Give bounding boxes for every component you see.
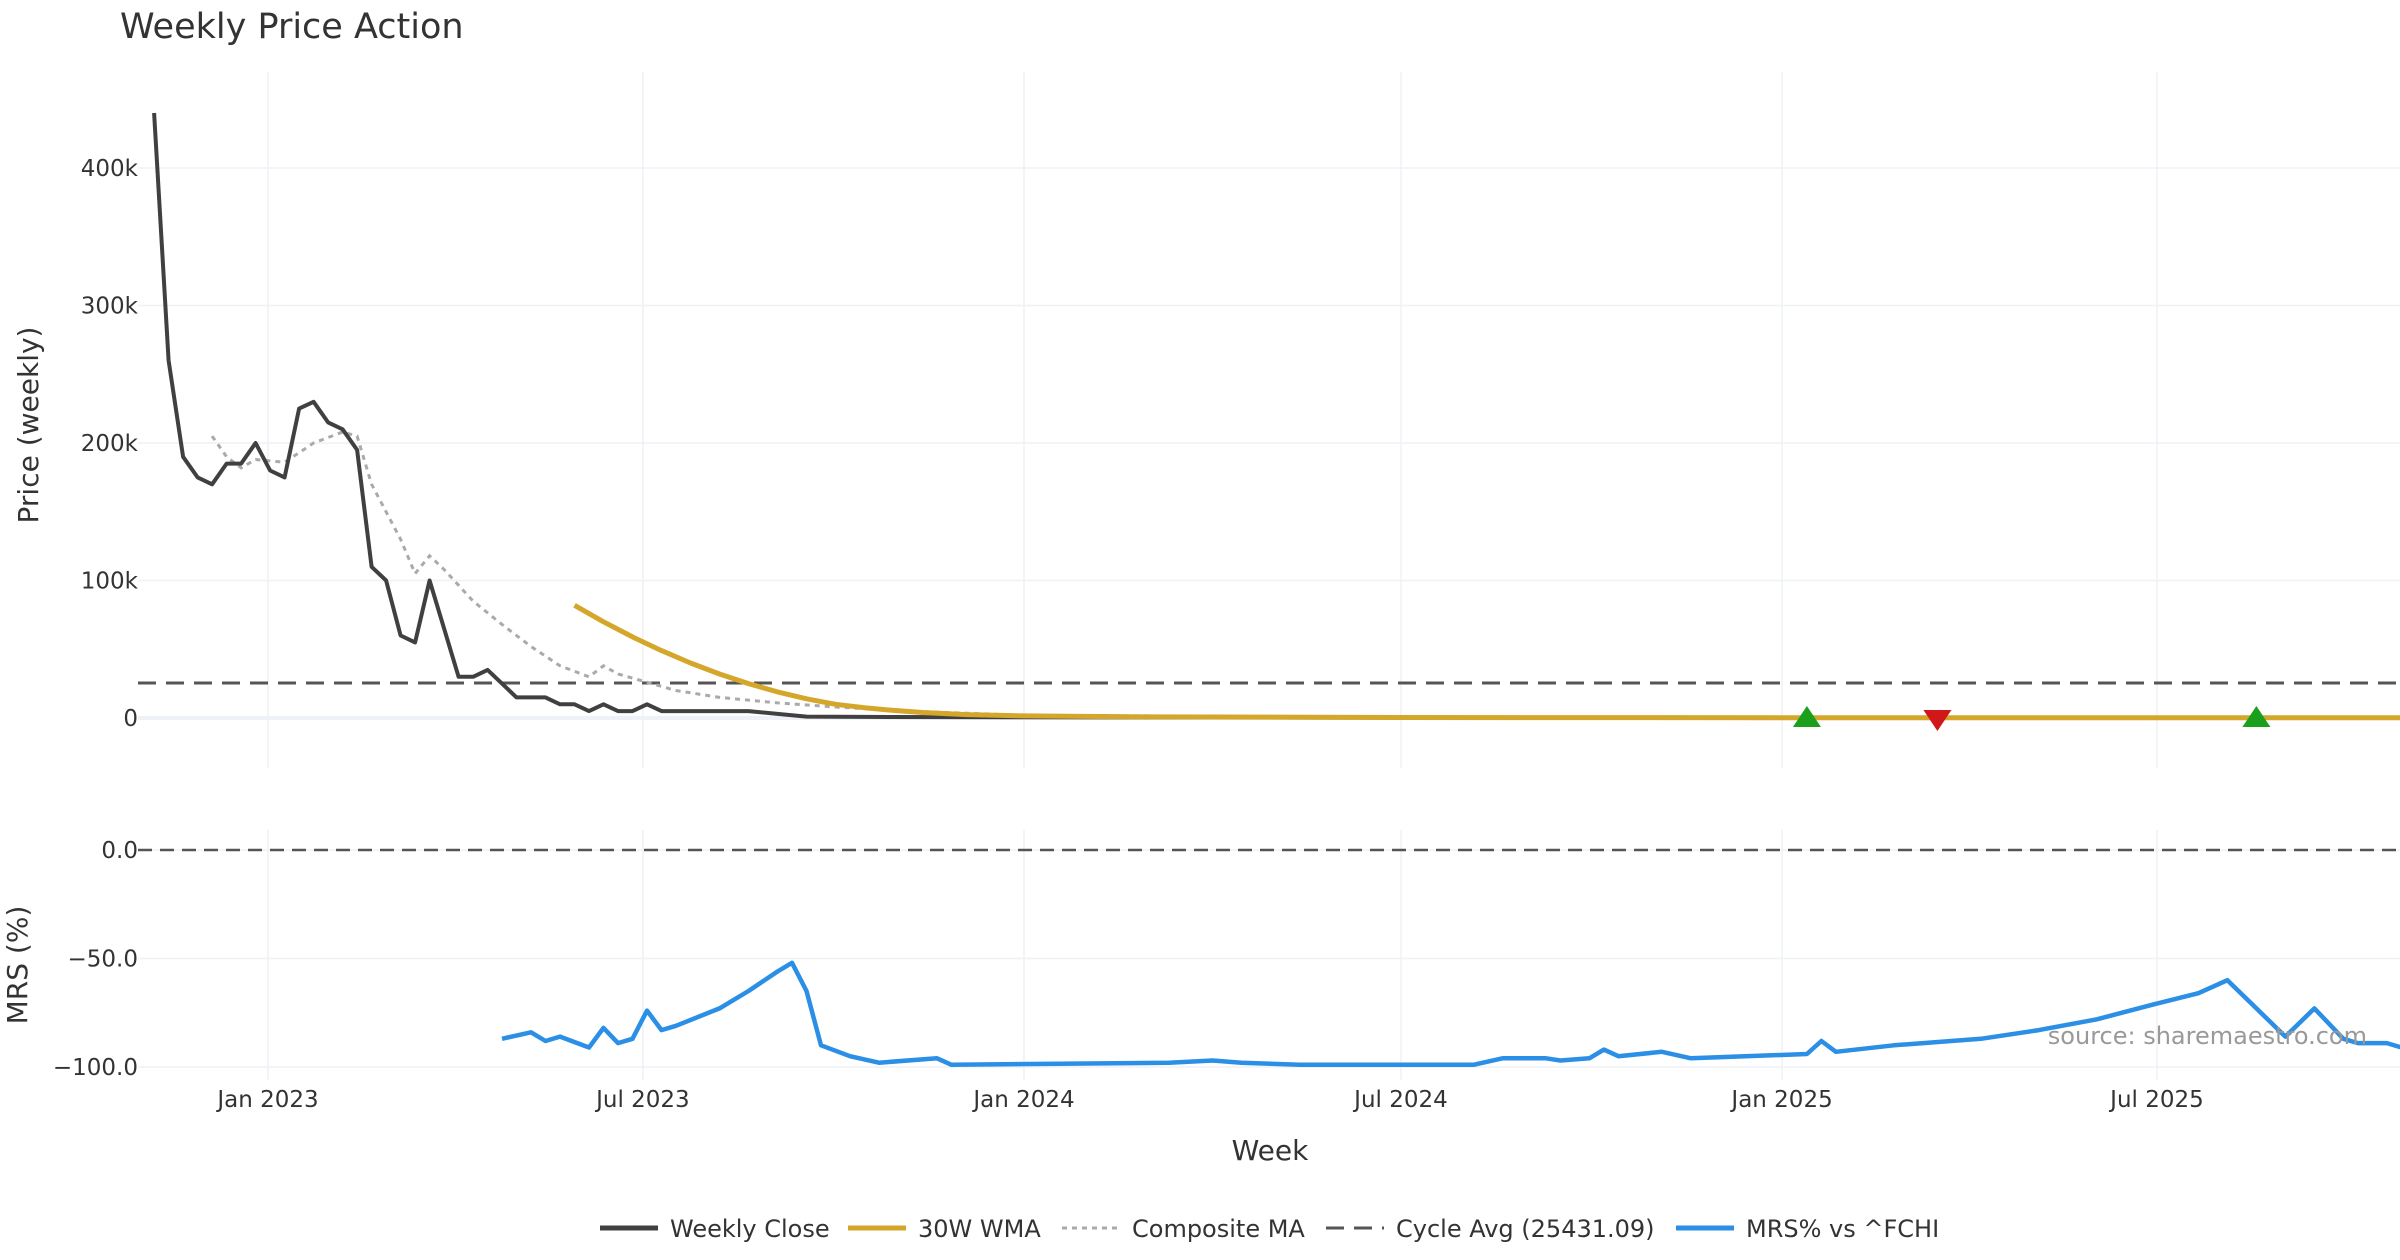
legend-label: Cycle Avg (25431.09): [1396, 1215, 1655, 1243]
y-tick-label: 100k: [81, 569, 139, 595]
y-tick-label: −100.0: [53, 1055, 138, 1081]
x-tick-label: Jan 2023: [215, 1087, 318, 1113]
mrs-line: [501, 960, 2400, 1068]
x-axis-title: Week: [1232, 1134, 1309, 1167]
y-tick-label: 200k: [81, 431, 139, 457]
price-panel-grid: [138, 72, 2400, 768]
chart-legend: Weekly Close 30W WMA Composite MA Cycle Avg…: [600, 1215, 1939, 1243]
price-y-axis-title: Price (weekly): [12, 327, 45, 524]
buy-signal-marker: [1792, 706, 1821, 727]
buy-signal-marker: [2242, 706, 2271, 727]
y-tick-label: 0: [123, 706, 138, 732]
x-tick-label: Jul 2025: [2108, 1087, 2204, 1113]
price-panel-series: [138, 112, 2400, 731]
chart-title: Weekly Price Action: [120, 7, 464, 47]
y-tick-label: 0.0: [101, 838, 138, 864]
x-tick-label: Jul 2024: [1352, 1087, 1448, 1113]
weekly-close-line: [152, 112, 2400, 720]
x-tick-label: Jul 2023: [594, 1087, 690, 1113]
legend-label: Composite MA: [1132, 1215, 1305, 1243]
mrs-y-axis-title: MRS (%): [1, 906, 34, 1025]
y-tick-label: 400k: [81, 156, 139, 182]
source-note: source: sharemaestro.com: [2048, 1022, 2367, 1050]
y-tick-label: −50.0: [68, 947, 138, 973]
legend-label: 30W WMA: [918, 1215, 1041, 1243]
x-tick-label: Jan 2024: [971, 1087, 1074, 1113]
x-tick-label: Jan 2025: [1729, 1087, 1832, 1113]
sell-signal-marker: [1923, 710, 1952, 731]
wma-30w-line: [573, 603, 2400, 721]
x-axis-ticks: Jan 2023 Jul 2023 Jan 2024 Jul 2024 Jan 2025…: [215, 1087, 2203, 1113]
composite-ma-line: [210, 430, 2400, 720]
y-tick-label: 300k: [81, 294, 139, 320]
legend-label: MRS% vs ^FCHI: [1746, 1215, 1939, 1243]
price-y-axis-ticks: 0 100k 200k 300k 400k: [81, 156, 139, 732]
legend-label: Weekly Close: [670, 1215, 830, 1243]
mrs-y-axis-ticks: 0.0 −50.0 −100.0: [53, 838, 138, 1081]
mrs-panel-series: [138, 848, 2400, 1068]
